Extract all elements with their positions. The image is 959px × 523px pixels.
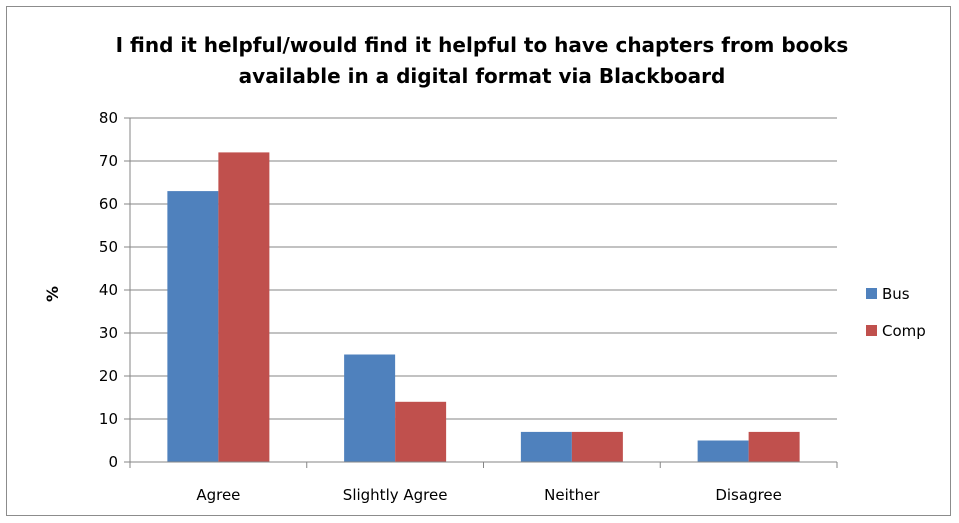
legend-swatch-comp <box>866 325 877 336</box>
y-tick-label: 70 <box>99 152 118 170</box>
y-tick-label: 40 <box>99 281 118 299</box>
legend-swatch-bus <box>866 288 877 299</box>
y-tick-label: 20 <box>99 367 118 385</box>
bar-comp-0 <box>218 152 270 462</box>
bar-bus-2 <box>520 431 572 462</box>
chart-title-line-1: I find it helpful/would find it helpful … <box>116 33 849 57</box>
legend-label-bus: Bus <box>882 285 910 303</box>
y-tick-label: 10 <box>99 410 118 428</box>
bar-bus-0 <box>167 191 219 462</box>
bar-comp-1 <box>395 401 447 462</box>
chart-frame <box>6 6 951 516</box>
bar-comp-2 <box>571 431 623 462</box>
bar-comp-3 <box>748 431 800 462</box>
bar-bus-3 <box>697 440 749 462</box>
y-axis-title: % <box>43 286 62 302</box>
x-tick-label: Disagree <box>715 486 782 504</box>
bars <box>167 152 800 462</box>
y-tick-label: 30 <box>99 324 118 342</box>
x-tick-label: Agree <box>196 486 240 504</box>
y-tick-labels: 0 10 20 30 40 50 60 70 80 <box>99 109 118 471</box>
y-tick-label: 0 <box>108 453 118 471</box>
legend-label-comp: Comp <box>882 322 926 340</box>
bar-bus-1 <box>344 354 396 462</box>
y-tick-label: 50 <box>99 238 118 256</box>
chart-title-line-2: available in a digital format via Blackb… <box>239 64 726 88</box>
x-tick-labels: Agree Slightly Agree Neither Disagree <box>196 486 782 504</box>
y-tick-label: 60 <box>99 195 118 213</box>
y-tick-label: 80 <box>99 109 118 127</box>
x-tick-label: Neither <box>544 486 600 504</box>
legend: Bus Comp <box>866 285 926 340</box>
x-tick-label: Slightly Agree <box>343 486 448 504</box>
